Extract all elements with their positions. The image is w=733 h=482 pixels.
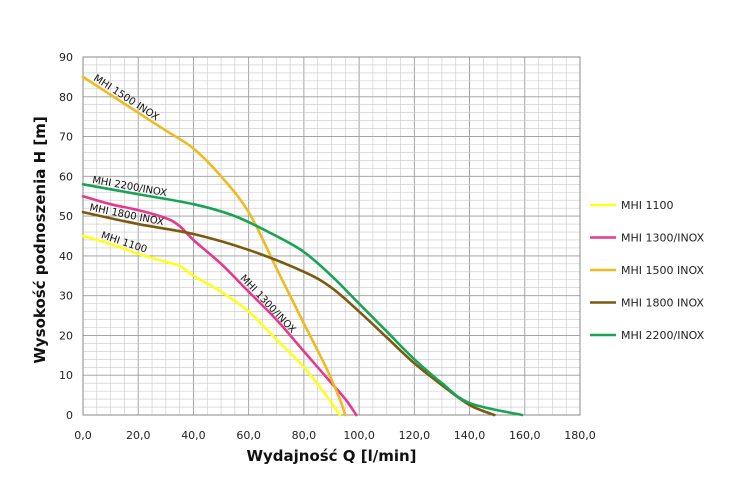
y-tick-label: 30 bbox=[59, 290, 73, 303]
y-tick-label: 70 bbox=[59, 131, 73, 144]
x-tick-label: 100,0 bbox=[343, 429, 375, 442]
legend-label: MHI 1300/INOX bbox=[621, 232, 705, 245]
x-tick-label: 40,0 bbox=[181, 429, 206, 442]
y-tick-label: 50 bbox=[59, 210, 73, 223]
grid bbox=[82, 56, 581, 416]
y-tick-label: 90 bbox=[59, 51, 73, 64]
y-tick-label: 40 bbox=[59, 250, 73, 263]
legend: MHI 1100 MHI 1300/INOX MHI 1500 INOX MHI 18… bbox=[590, 199, 705, 342]
x-axis-title: Wydajność Q [l/min] bbox=[246, 447, 416, 465]
x-tick-label: 80,0 bbox=[292, 429, 317, 442]
x-tick-label: 140,0 bbox=[454, 429, 486, 442]
x-tick-label: 60,0 bbox=[236, 429, 261, 442]
y-tick-label: 10 bbox=[59, 369, 73, 382]
series-line-mhi-1300-inox bbox=[81, 194, 358, 417]
y-tick-label: 0 bbox=[66, 409, 73, 422]
legend-label: MHI 1800 INOX bbox=[621, 297, 704, 310]
legend-label: MHI 2200/INOX bbox=[621, 329, 705, 342]
curve-label: MHI 2200/INOX bbox=[91, 175, 168, 199]
legend-label: MHI 1500 INOX bbox=[621, 264, 704, 277]
x-tick-label: 180,0 bbox=[564, 429, 596, 442]
y-tick-label: 80 bbox=[59, 91, 73, 104]
curve-label: MHI 1100 bbox=[100, 230, 149, 255]
x-tick-label: 160,0 bbox=[509, 429, 541, 442]
y-tick-label: 60 bbox=[59, 170, 73, 183]
x-tick-label: 120,0 bbox=[399, 429, 431, 442]
y-axis-title: Wysokość podnoszenia H [m] bbox=[31, 116, 49, 363]
x-tick-label: 20,0 bbox=[126, 429, 151, 442]
series-layer bbox=[81, 75, 524, 417]
series-line-mhi-1800-inox bbox=[81, 210, 496, 417]
legend-label: MHI 1100 bbox=[621, 199, 674, 212]
series-line-mhi-2200-inox bbox=[81, 182, 524, 417]
curve-label: MHI 1300/INOX bbox=[238, 273, 298, 336]
y-tick-label: 20 bbox=[59, 329, 73, 342]
series-line-mhi-1500-inox bbox=[81, 75, 347, 417]
series-line-mhi-1100 bbox=[81, 234, 342, 417]
x-tick-label: 0,0 bbox=[74, 429, 92, 442]
